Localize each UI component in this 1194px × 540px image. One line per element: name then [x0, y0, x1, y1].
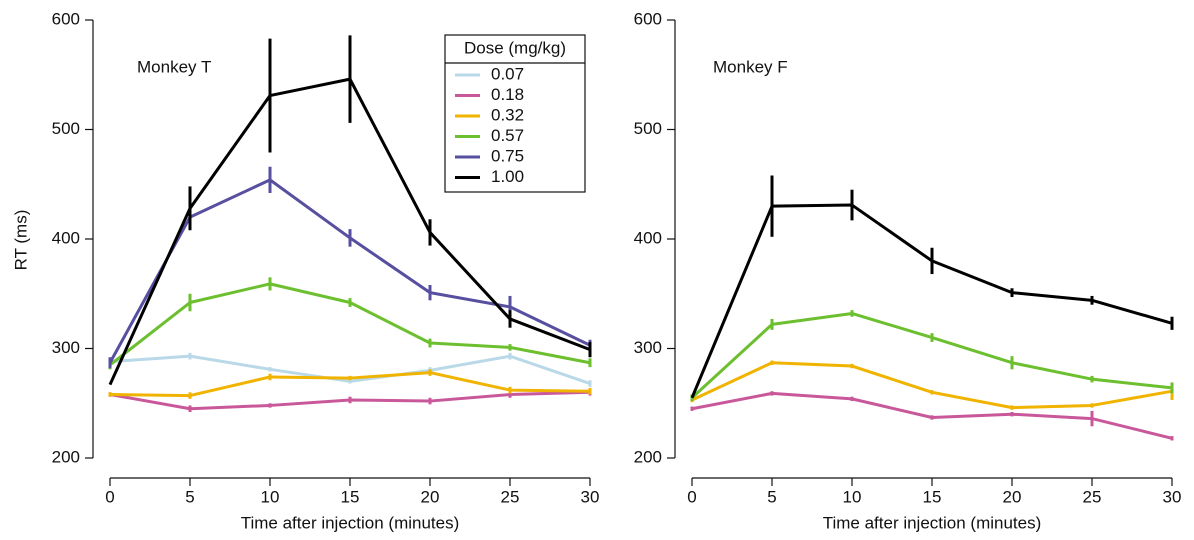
legend-label: 0.07: [491, 64, 524, 83]
series-line: [691, 361, 1173, 410]
y-tick-label: 200: [634, 447, 662, 466]
y-tick-label: 500: [52, 119, 80, 138]
series-line: [108, 178, 591, 364]
series-line: [109, 282, 591, 367]
y-tick-label: 600: [634, 9, 662, 28]
x-tick-label: 20: [1003, 487, 1022, 506]
legend-label: 0.18: [491, 85, 524, 104]
y-tick-label: 300: [52, 338, 80, 357]
series-line: [690, 203, 1173, 399]
y-tick-label: 500: [634, 119, 662, 138]
x-tick-label: 5: [767, 487, 776, 506]
series-line: [690, 311, 1173, 399]
x-axis-label: Time after injection (minutes): [823, 513, 1042, 532]
x-axis-label: Time after injection (minutes): [241, 513, 460, 532]
x-tick-label: 15: [923, 487, 942, 506]
x-tick-label: 30: [1163, 487, 1182, 506]
x-tick-label: 15: [341, 487, 360, 506]
y-tick-label: 400: [634, 228, 662, 247]
legend-label: 0.57: [491, 126, 524, 145]
annotation: Monkey T: [137, 57, 211, 76]
x-tick-label: 25: [1083, 487, 1102, 506]
y-tick-label: 300: [634, 338, 662, 357]
x-tick-label: 10: [843, 487, 862, 506]
x-tick-label: 25: [501, 487, 520, 506]
legend-box: [444, 34, 586, 193]
x-tick-label: 30: [581, 487, 600, 506]
legend-label: 1.00: [491, 167, 524, 186]
legend-label: 0.32: [491, 105, 524, 124]
annotation: Monkey F: [713, 57, 788, 76]
x-tick-label: 20: [421, 487, 440, 506]
x-tick-label: 5: [185, 487, 194, 506]
y-axis-label: RT (ms): [11, 210, 30, 271]
legend-title: Dose (mg/kg): [464, 38, 566, 57]
y-tick-label: 200: [52, 447, 80, 466]
x-tick-label: 0: [105, 487, 114, 506]
y-tick-label: 600: [52, 9, 80, 28]
x-tick-label: 10: [261, 487, 280, 506]
y-tick-label: 400: [52, 228, 80, 247]
legend-label: 0.75: [491, 146, 524, 165]
x-tick-label: 0: [687, 487, 696, 506]
